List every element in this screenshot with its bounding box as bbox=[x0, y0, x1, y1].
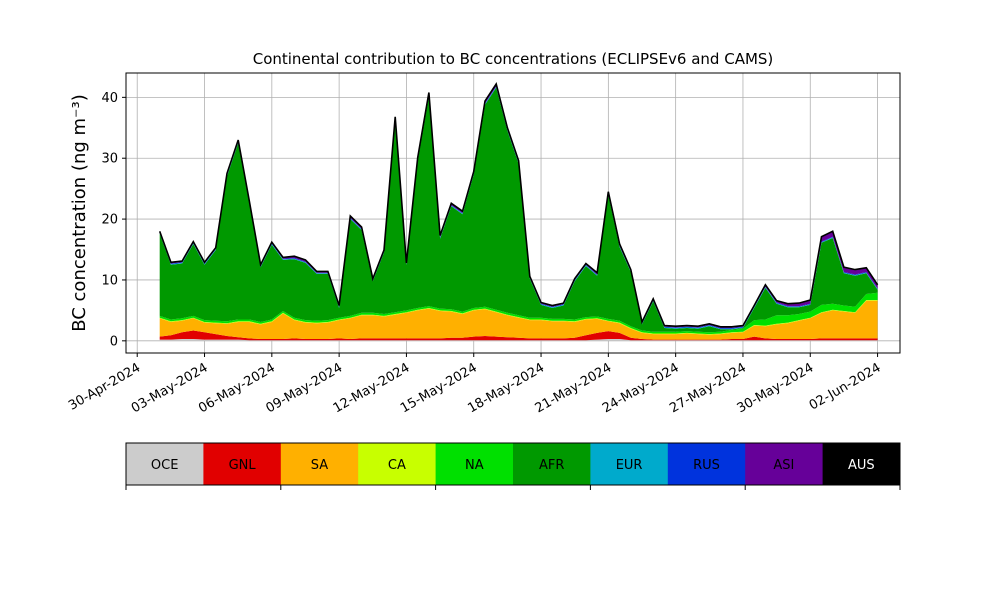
area-oce bbox=[159, 339, 878, 341]
y-tick-label: 20 bbox=[101, 213, 118, 228]
colorbar-swatch-aus bbox=[822, 443, 901, 485]
y-tick-label: 40 bbox=[101, 91, 118, 106]
plot-frame bbox=[125, 72, 901, 354]
colorbar-label-aus: AUS bbox=[848, 458, 875, 473]
area-asi bbox=[159, 84, 878, 328]
colorbar-label-oce: OCE bbox=[151, 458, 179, 473]
y-tick-label: 0 bbox=[110, 334, 118, 349]
chart-title: Continental contribution to BC concentra… bbox=[253, 50, 774, 68]
colorbar-label-rus: RUS bbox=[693, 458, 720, 473]
stacked-areas bbox=[159, 84, 878, 341]
area-gnl bbox=[159, 330, 878, 341]
colorbar-label-eur: EUR bbox=[616, 458, 643, 473]
y-axis: 0 10 20 30 40 bbox=[101, 91, 126, 349]
area-ca bbox=[159, 300, 878, 335]
colorbar-swatch-afr bbox=[513, 443, 591, 485]
colorbar-swatch-oce bbox=[126, 443, 204, 485]
colorbar: OCE GNL SA CA NA AFR EUR RUS ASI AUS bbox=[125, 442, 901, 490]
total-line bbox=[158, 82, 879, 328]
colorbar-label-asi: ASI bbox=[773, 458, 794, 473]
area-afr bbox=[159, 87, 878, 333]
colorbar-swatch-rus bbox=[667, 443, 746, 485]
colorbar-swatch-gnl bbox=[203, 443, 282, 485]
colorbar-swatch-asi bbox=[745, 443, 824, 485]
colorbar-swatch-eur bbox=[590, 443, 669, 485]
colorbar-label-afr: AFR bbox=[539, 458, 564, 473]
colorbar-label-na: NA bbox=[465, 458, 484, 473]
x-axis: 30-Apr-202403-May-202406-May-202409-May-… bbox=[66, 353, 884, 416]
x-tick-label: 30-May-2024 bbox=[735, 360, 817, 416]
y-axis-label: BC concentration (ng m⁻³) bbox=[69, 94, 90, 332]
colorbar-label-ca: CA bbox=[388, 458, 406, 473]
colorbar-swatch-ca bbox=[358, 443, 437, 485]
colorbar-label-gnl: GNL bbox=[229, 458, 257, 473]
colorbar-label-sa: SA bbox=[311, 458, 328, 473]
colorbar-swatch-na bbox=[435, 443, 514, 485]
colorbar-frame bbox=[125, 442, 901, 486]
y-tick-label: 10 bbox=[101, 273, 118, 288]
x-tick-label: 02-Jun-2024 bbox=[807, 360, 884, 413]
colorbar-swatch-sa bbox=[280, 443, 359, 485]
area-sa bbox=[159, 300, 878, 340]
y-tick-label: 30 bbox=[101, 152, 118, 167]
